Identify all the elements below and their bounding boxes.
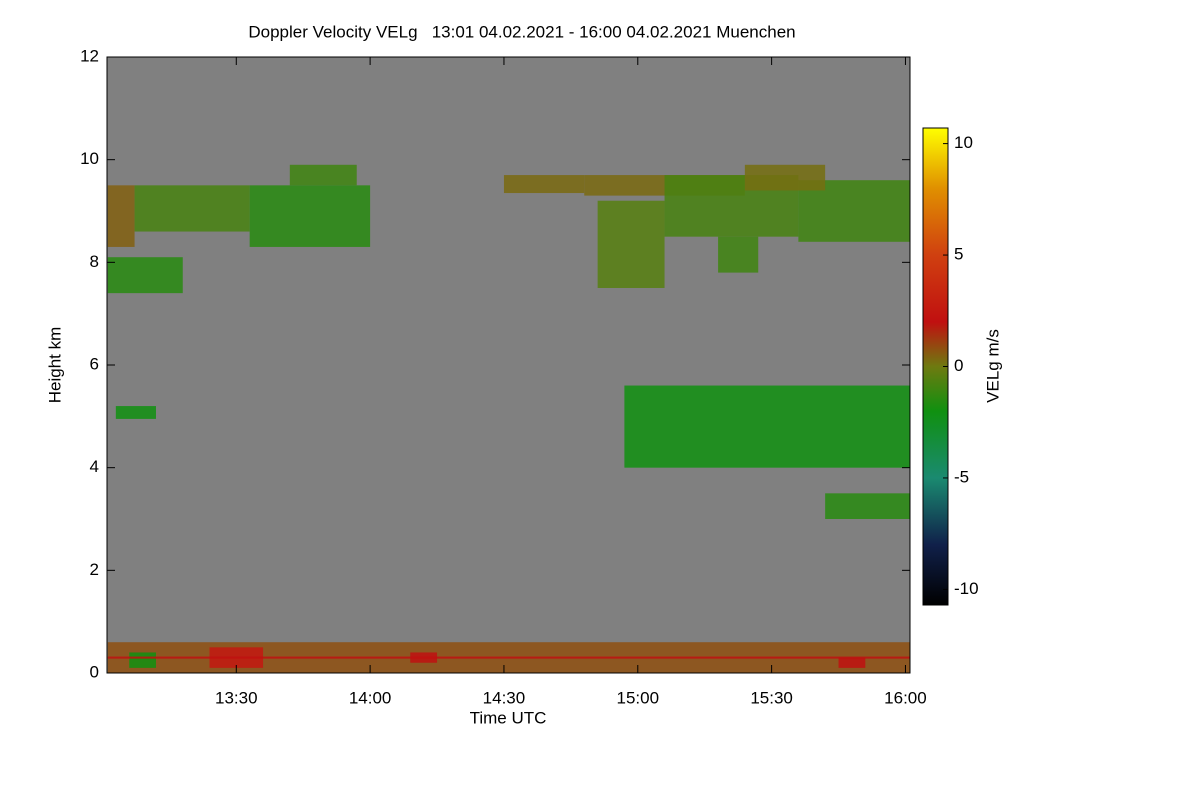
colorbar-tick-label: 10	[954, 133, 973, 152]
y-tick-label: 4	[90, 457, 99, 476]
x-axis-label: Time UTC	[470, 708, 547, 727]
y-tick-label: 10	[80, 149, 99, 168]
heatmap-cell	[825, 493, 910, 519]
heatmap-cell	[718, 236, 759, 273]
heatmap-cell	[107, 656, 911, 659]
x-tick-label: 14:00	[349, 688, 392, 707]
colorbar-tick-label: -5	[954, 467, 969, 486]
chart-title: Doppler Velocity VELg 13:01 04.02.2021 -…	[248, 22, 795, 41]
colorbar-tick-label: 5	[954, 245, 963, 264]
y-tick-label: 2	[90, 560, 99, 579]
heatmap-cell	[838, 657, 866, 668]
y-tick-label: 8	[90, 252, 99, 271]
y-tick-label: 12	[80, 46, 99, 65]
x-tick-label: 16:00	[884, 688, 927, 707]
heatmap-cell	[249, 185, 371, 247]
y-tick-label: 0	[90, 662, 99, 681]
plot-background	[107, 57, 910, 673]
heatmap-cell	[597, 200, 665, 288]
x-tick-label: 14:30	[483, 688, 526, 707]
colorbar-label: VELg m/s	[983, 329, 1002, 403]
heatmap-cell	[129, 652, 156, 668]
y-axis-label: Height km	[45, 327, 64, 404]
heatmap-cell	[744, 164, 826, 191]
heatmap-cell	[624, 385, 910, 468]
x-tick-label: 13:30	[215, 688, 258, 707]
heatmap-cell	[107, 257, 183, 294]
heatmap-cell	[134, 185, 250, 232]
colorbar-tick-label: 0	[954, 356, 963, 375]
colorbar-tick-label: -10	[954, 579, 979, 598]
heatmap-cell	[107, 185, 135, 247]
y-tick-label: 6	[90, 354, 99, 373]
heatmap-cell	[115, 406, 156, 419]
x-tick-label: 15:00	[617, 688, 660, 707]
heatmap-cell	[503, 175, 585, 194]
heatmap-cell	[289, 164, 357, 186]
x-tick-label: 15:30	[750, 688, 793, 707]
